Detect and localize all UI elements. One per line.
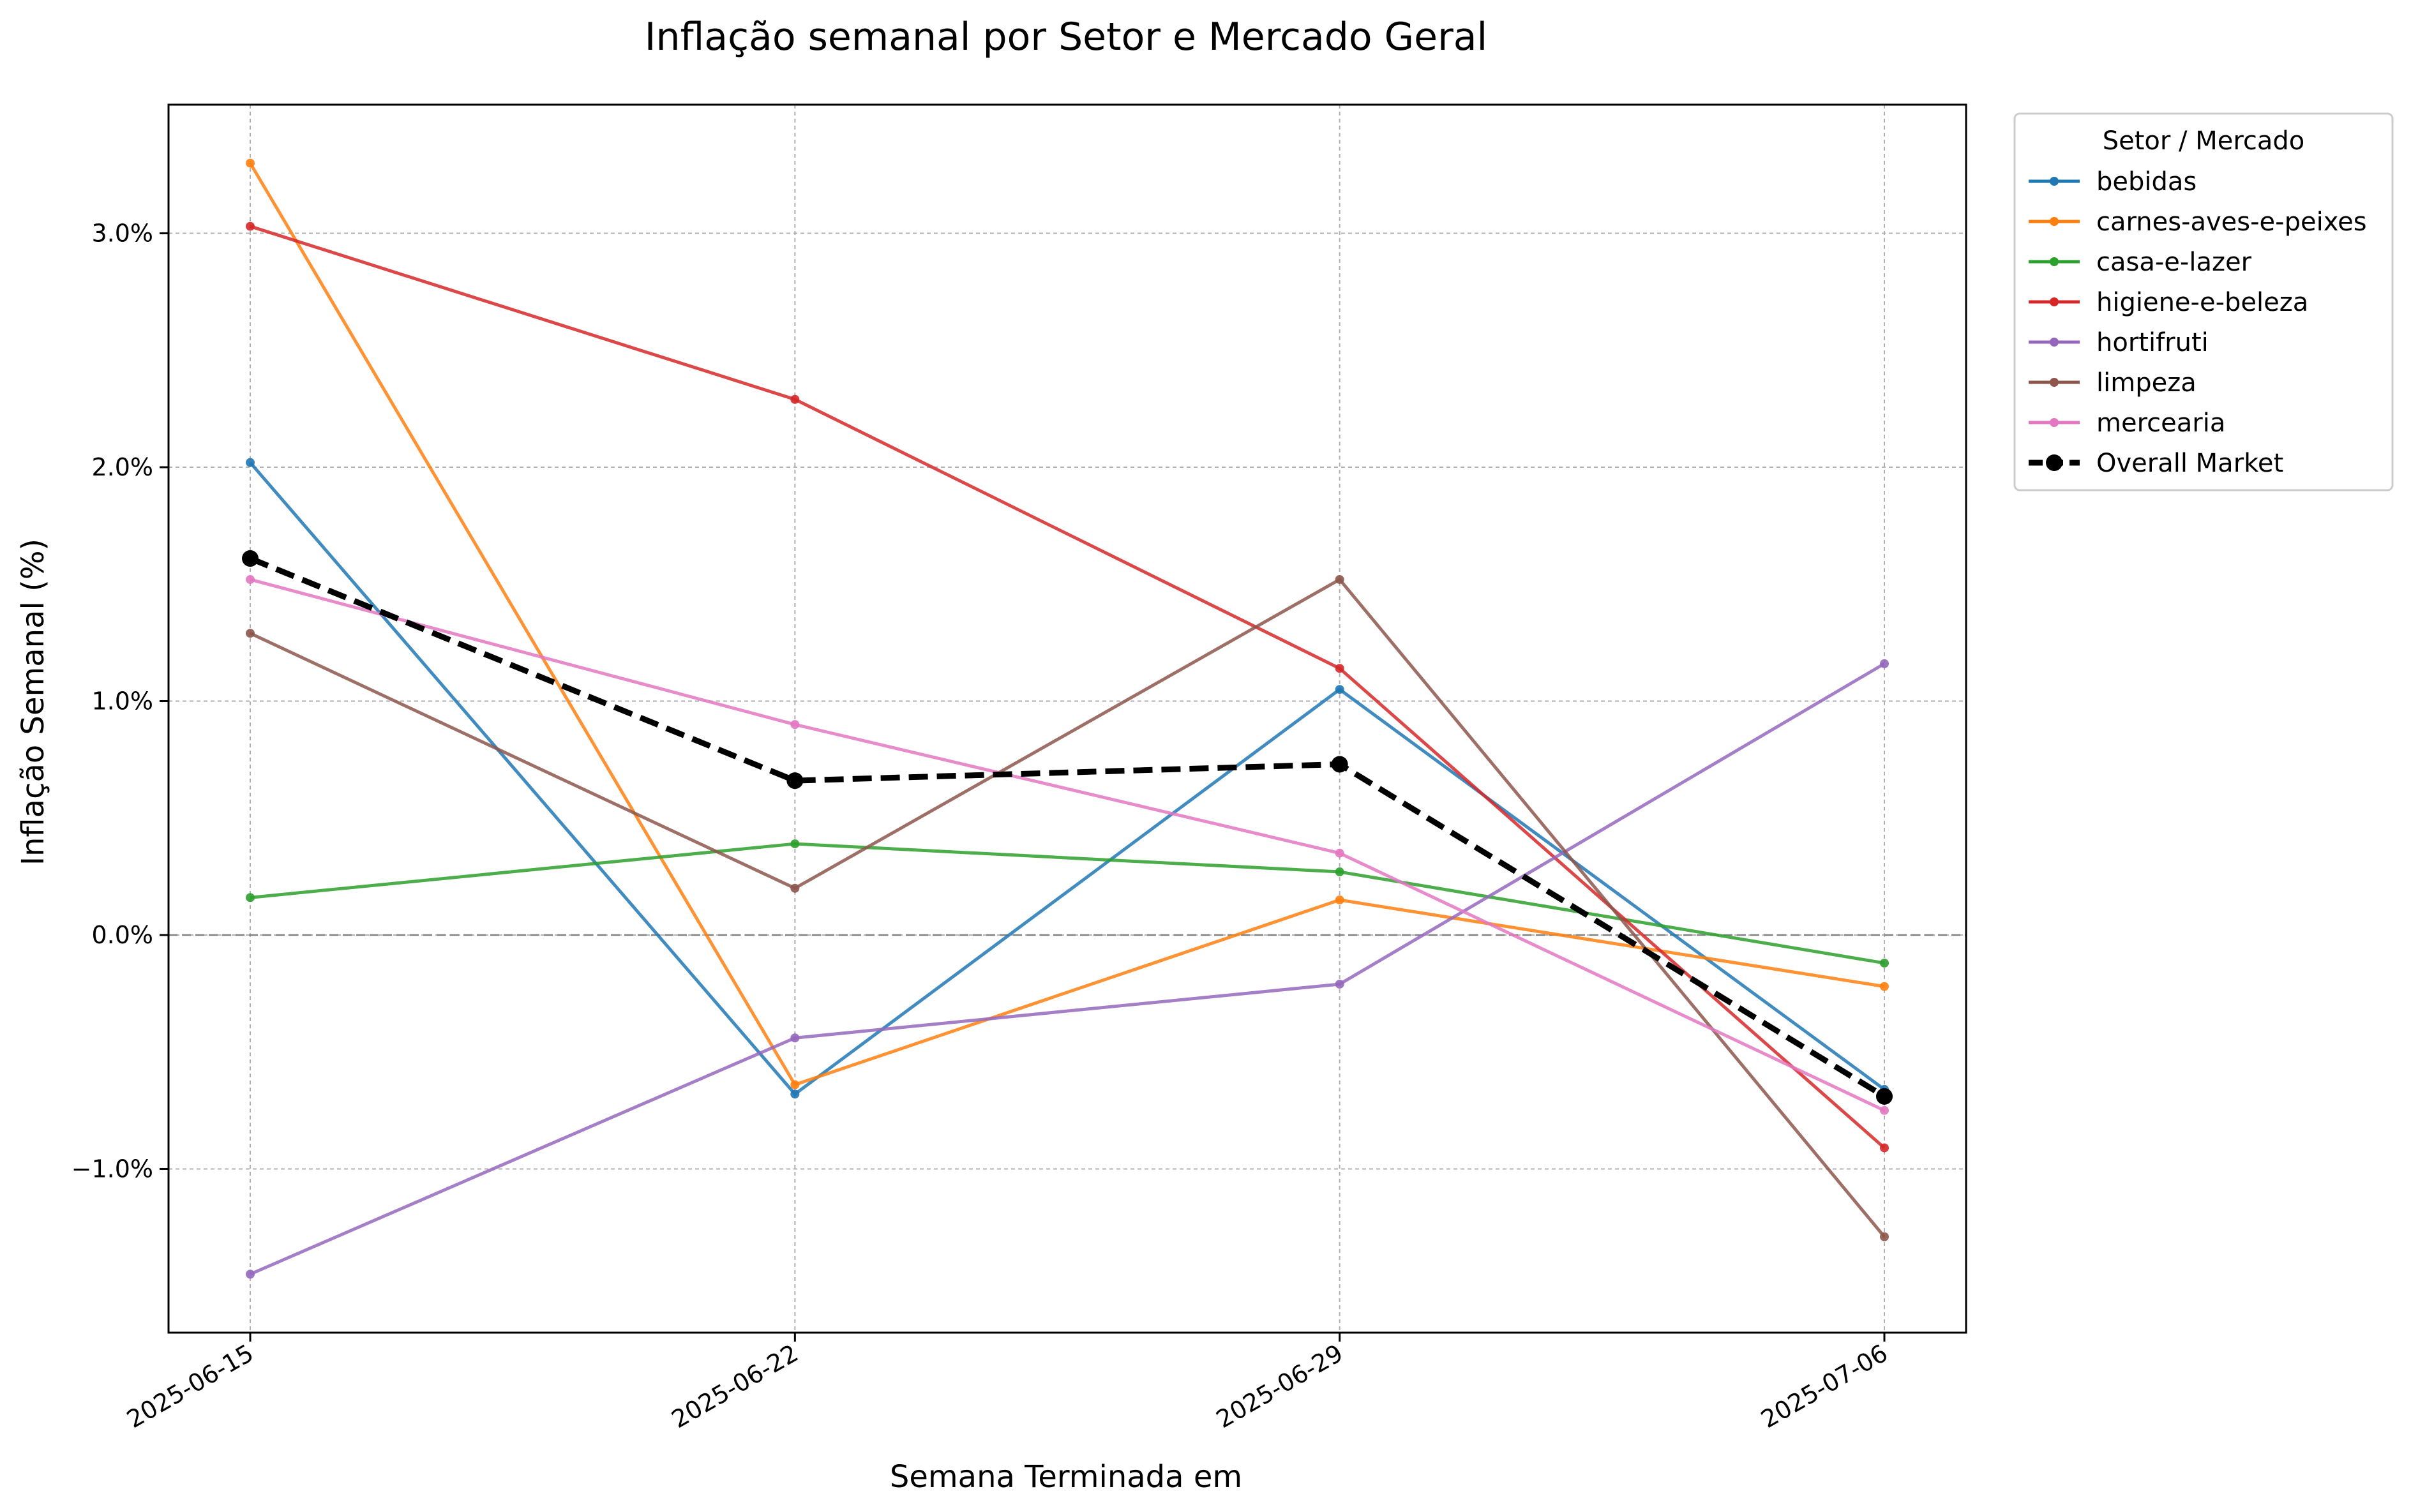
legend-label: mercearia xyxy=(2096,408,2225,438)
legend-label: hortifruti xyxy=(2096,328,2209,357)
series-casa-e-lazer xyxy=(246,839,1889,968)
data-point xyxy=(246,1269,255,1279)
series-line xyxy=(250,578,1886,1112)
y-tick-label: 1.0% xyxy=(91,687,153,715)
legend-swatch-marker xyxy=(2050,257,2059,266)
legend-label: higiene-e-beleza xyxy=(2096,288,2308,317)
data-point xyxy=(246,221,255,231)
series-lines xyxy=(242,158,1893,1279)
series-line xyxy=(249,461,1886,1096)
data-point xyxy=(246,158,255,168)
legend-label: Overall Market xyxy=(2096,449,2283,478)
data-point xyxy=(1880,982,1889,991)
series-limpeza xyxy=(246,574,1889,1241)
legend: Setor / Mercado bebidas carnes-aves-e-pei… xyxy=(2013,112,2394,491)
data-point xyxy=(1331,756,1348,773)
series-carnes-aves-e-peixes xyxy=(246,158,1889,1089)
legend-box xyxy=(2013,112,2394,491)
legend-swatch-marker xyxy=(2050,338,2059,347)
data-point xyxy=(1335,979,1344,989)
series-overall-market xyxy=(242,550,1893,1105)
data-point xyxy=(1335,574,1344,584)
x-axis-label: Semana Terminada em xyxy=(890,1459,1242,1495)
series-hortifruti xyxy=(246,659,1889,1279)
legend-swatch-marker xyxy=(2050,217,2059,226)
y-tick-label: 0.0% xyxy=(91,921,153,949)
series-line xyxy=(249,578,1886,1238)
data-point xyxy=(790,720,800,730)
data-point xyxy=(790,1080,800,1089)
data-point xyxy=(790,883,800,893)
y-tick-label: −1.0% xyxy=(71,1155,153,1183)
data-point xyxy=(1335,848,1344,858)
legend-swatch-marker xyxy=(2046,454,2062,471)
grid-lines xyxy=(169,105,1966,1333)
legend-label: bebidas xyxy=(2096,167,2197,197)
plot-area-frame xyxy=(167,103,1967,1334)
legend-swatch-marker xyxy=(2050,297,2059,306)
data-point xyxy=(1335,895,1344,905)
series-line xyxy=(250,662,1886,1276)
legend-label: casa-e-lazer xyxy=(2096,248,2252,277)
legend-swatch-marker xyxy=(2050,378,2059,387)
data-point xyxy=(246,574,255,584)
legend-swatch-marker xyxy=(2050,177,2059,186)
series-bebidas xyxy=(246,458,1889,1099)
data-point xyxy=(1880,958,1889,968)
data-point xyxy=(1335,664,1344,673)
data-point xyxy=(246,893,255,902)
series-line xyxy=(248,162,1885,1087)
data-point xyxy=(790,1033,800,1043)
series-line xyxy=(249,555,1886,1099)
y-tick-label: 3.0% xyxy=(91,220,153,248)
data-point xyxy=(790,1089,800,1099)
series-mercearia xyxy=(246,574,1889,1115)
data-point xyxy=(1880,1232,1889,1241)
legend-swatch-marker xyxy=(2050,418,2059,427)
y-axis-label: Inflação Semanal (%) xyxy=(15,539,51,865)
data-point xyxy=(1880,1143,1889,1153)
data-point xyxy=(1876,1088,1893,1105)
data-point xyxy=(246,629,255,638)
legend-label: limpeza xyxy=(2096,368,2197,398)
data-point xyxy=(242,550,259,567)
chart-title: Inflação semanal por Setor e Mercado Ger… xyxy=(645,15,1487,59)
data-point xyxy=(1335,867,1344,877)
y-tick-label: 2.0% xyxy=(91,453,153,481)
data-point xyxy=(1880,659,1889,668)
data-point xyxy=(790,839,800,849)
data-point xyxy=(790,394,800,404)
data-point xyxy=(246,458,255,467)
data-point xyxy=(1335,685,1344,694)
series-line xyxy=(250,842,1885,965)
data-point xyxy=(1880,1105,1889,1115)
data-point xyxy=(786,772,804,790)
legend-label: carnes-aves-e-peixes xyxy=(2096,207,2367,237)
legend-title: Setor / Mercado xyxy=(2103,126,2305,156)
